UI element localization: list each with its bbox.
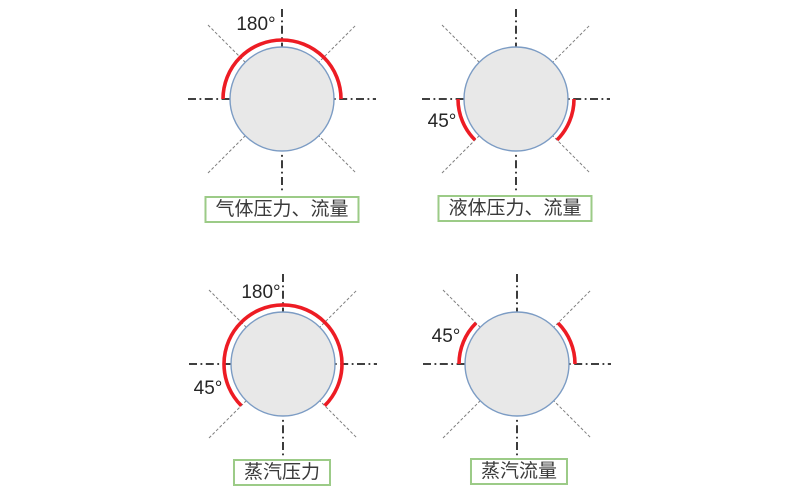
angle-label-liquid-pressure-flow-0: 45° <box>428 111 457 132</box>
angle-label-gas-pressure-flow-0: 180° <box>236 14 275 35</box>
gauge-circle-steam-flow <box>464 311 570 417</box>
gauge-circle-gas-pressure-flow <box>229 46 335 152</box>
angle-label-steam-pressure-0: 180° <box>241 282 280 303</box>
rotation-range-arc-liquid-pressure-flow-0 <box>456 98 477 142</box>
rotation-range-arc-steam-flow-1 <box>556 321 577 365</box>
rotation-range-arc-liquid-pressure-flow-1 <box>555 98 576 142</box>
angle-label-steam-pressure-1: 45° <box>194 378 223 399</box>
caption-steam-pressure: 蒸汽压力 <box>232 459 332 486</box>
gauge-circle-steam-pressure <box>230 311 336 417</box>
gauge-circle-liquid-pressure-flow <box>463 46 569 152</box>
rotation-range-arc-gas-pressure-flow-0 <box>221 38 343 100</box>
caption-gas-pressure-flow: 气体压力、流量 <box>204 196 360 223</box>
angle-label-steam-flow-0: 45° <box>432 326 461 347</box>
rotation-range-arc-steam-flow-0 <box>457 321 478 365</box>
caption-liquid-pressure-flow: 液体压力、流量 <box>437 195 593 222</box>
rotation-range-arc-steam-pressure-0 <box>222 303 344 407</box>
caption-steam-flow: 蒸汽流量 <box>469 458 569 485</box>
